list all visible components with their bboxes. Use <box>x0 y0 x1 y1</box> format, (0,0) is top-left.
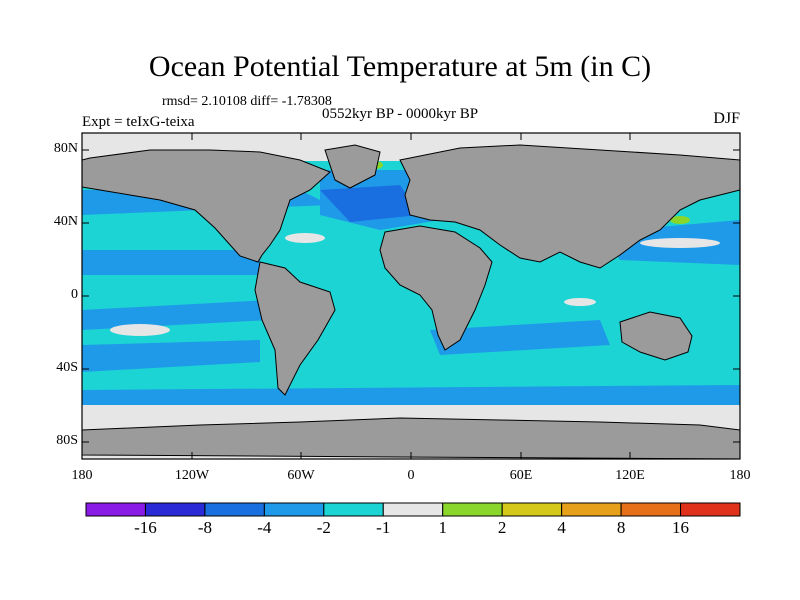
lon-label-120w: 120W <box>174 468 210 483</box>
lon-label-120e: 120E <box>615 468 645 483</box>
colorbar-label: -8 <box>197 518 212 537</box>
north-atlantic-dark <box>320 185 420 222</box>
greenland <box>324 144 381 189</box>
colorbar-label: 2 <box>497 518 507 537</box>
land <box>82 144 740 459</box>
pacific-band-1 <box>82 250 260 275</box>
antarctica <box>82 417 740 459</box>
colorbar-swatch <box>501 502 563 517</box>
colorbar-swatch <box>442 502 503 517</box>
colorbar-label: 1 <box>438 518 447 537</box>
colorbar-swatch <box>144 502 206 517</box>
colorbar-label: -1 <box>376 518 391 537</box>
southern-band <box>82 385 740 410</box>
colorbar-label: 8 <box>616 518 626 537</box>
colorbar-swatch <box>204 502 265 517</box>
colorbar-swatch <box>561 502 622 517</box>
lat-label-40n: 40N <box>53 214 78 229</box>
colorbar-label: 4 <box>557 518 566 537</box>
colorbar-swatch <box>382 502 444 517</box>
lon-label-180e: 180 <box>729 468 751 483</box>
colorbar-swatch <box>263 502 325 517</box>
north-america <box>82 149 331 263</box>
lon-label-0: 0 <box>407 468 415 483</box>
patch-1 <box>110 324 170 336</box>
experiment-label: Expt = teIxG-teixa <box>82 114 195 130</box>
lon-label-60e: 60E <box>509 468 533 483</box>
colorbar <box>85 502 741 517</box>
colorbar-swatch <box>680 502 741 517</box>
pacific-band-2 <box>82 300 270 330</box>
colorbar-label: 16 <box>672 518 690 537</box>
colorbar-label: -4 <box>257 518 272 537</box>
south-america <box>254 261 336 396</box>
patch-4 <box>564 298 596 306</box>
map-title: Ocean Potential Temperature at 5m (in C) <box>148 50 652 83</box>
colorbar-swatch <box>85 502 146 517</box>
eurasia <box>399 144 740 269</box>
season-label: DJF <box>713 110 740 127</box>
patch-3 <box>285 233 325 243</box>
lat-label-80n: 80N <box>53 141 78 156</box>
lon-label-180w: 180 <box>71 468 93 483</box>
colorbar-label: -16 <box>134 518 157 537</box>
africa <box>379 225 493 351</box>
indian-ocean-band <box>430 320 610 355</box>
colorbar-swatch <box>620 502 682 517</box>
lon-label-60w: 60W <box>287 468 315 483</box>
lat-label-80s: 80S <box>56 433 78 448</box>
pacific-band-3 <box>82 340 260 372</box>
colorbar-label: -2 <box>316 518 331 537</box>
period-label: 0552kyr BP - 0000kyr BP <box>322 106 479 122</box>
australia <box>619 311 693 361</box>
colorbar-swatch <box>323 502 384 517</box>
stats-label: rmsd= 2.10108 diff= -1.78308 <box>162 94 332 109</box>
axis-ticks <box>81 133 741 459</box>
map-field <box>82 133 740 459</box>
lat-label-40s: 40S <box>56 360 78 375</box>
patch-2 <box>640 238 720 248</box>
patch-warm <box>670 216 690 224</box>
lat-label-0: 0 <box>71 287 78 302</box>
